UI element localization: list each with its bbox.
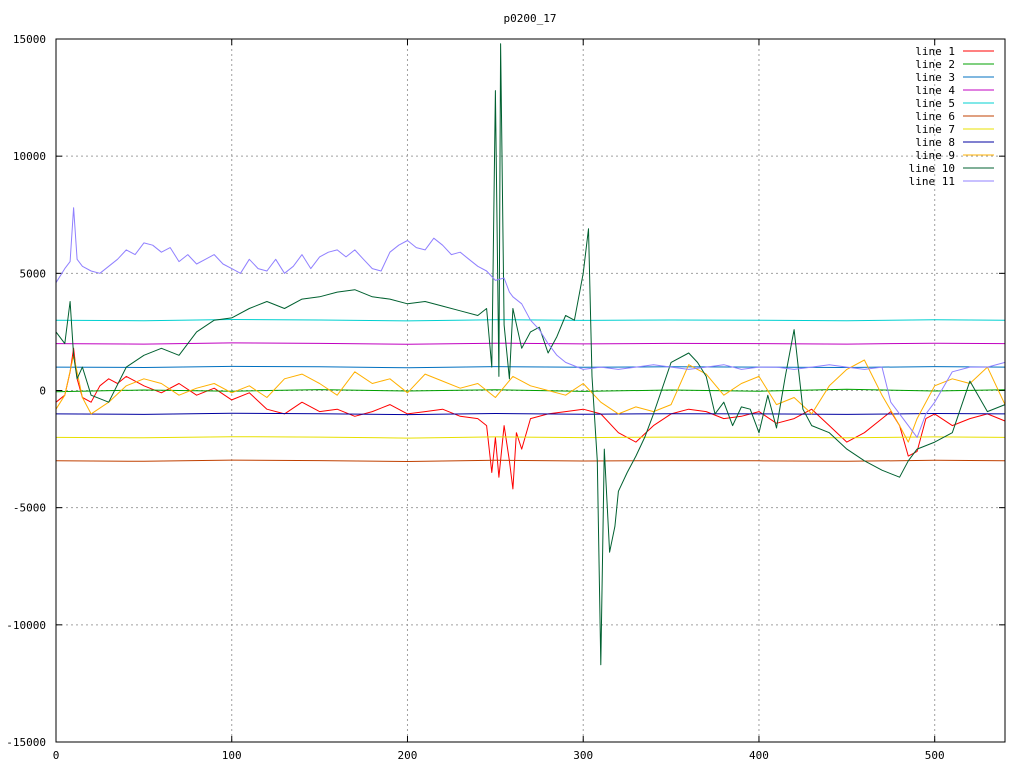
x-tick-label: 100 bbox=[222, 749, 242, 762]
y-tick-label: 15000 bbox=[13, 33, 46, 46]
series-line-6 bbox=[55, 459, 1006, 462]
y-tick-label: 0 bbox=[39, 385, 46, 398]
y-tick-label: -10000 bbox=[6, 619, 46, 632]
legend-label: line 8 bbox=[915, 136, 955, 149]
y-tick-label: 5000 bbox=[20, 267, 47, 280]
legend-label: line 2 bbox=[915, 58, 955, 71]
legend-label: line 1 bbox=[915, 45, 955, 58]
legend-label: line 4 bbox=[915, 84, 955, 97]
legend-label: line 7 bbox=[915, 123, 955, 136]
chart-title: p0200_17 bbox=[504, 12, 557, 25]
x-tick-label: 0 bbox=[53, 749, 60, 762]
series-line-7 bbox=[55, 436, 1006, 439]
legend-label: line 3 bbox=[915, 71, 955, 84]
legend-label: line 11 bbox=[909, 175, 955, 188]
legend-label: line 9 bbox=[915, 149, 955, 162]
legend-label: line 10 bbox=[909, 162, 955, 175]
series-line-4 bbox=[55, 342, 1006, 345]
x-tick-label: 200 bbox=[398, 749, 418, 762]
plot-frame bbox=[55, 38, 1006, 743]
plot-area bbox=[55, 43, 1006, 666]
series-line-9 bbox=[55, 354, 1006, 443]
legend-label: line 5 bbox=[915, 97, 955, 110]
y-tick-label: 10000 bbox=[13, 150, 46, 163]
x-tick-label: 300 bbox=[573, 749, 593, 762]
series-line-10 bbox=[55, 43, 1006, 666]
y-tick-label: -5000 bbox=[13, 502, 46, 515]
series-line-3 bbox=[55, 365, 1006, 369]
y-tick-labels: -15000 -10000 -5000 0 5000 10000 15000 bbox=[6, 33, 46, 749]
x-tick-label: 400 bbox=[749, 749, 769, 762]
x-tick-label: 500 bbox=[925, 749, 945, 762]
series-line-2 bbox=[55, 388, 1006, 393]
series-line-8 bbox=[55, 412, 1006, 416]
y-tick-label: -15000 bbox=[6, 736, 46, 749]
series-line-11 bbox=[55, 207, 1006, 438]
legend-label: line 6 bbox=[915, 110, 955, 123]
x-tick-labels: 0 100 200 300 400 500 bbox=[53, 749, 945, 762]
